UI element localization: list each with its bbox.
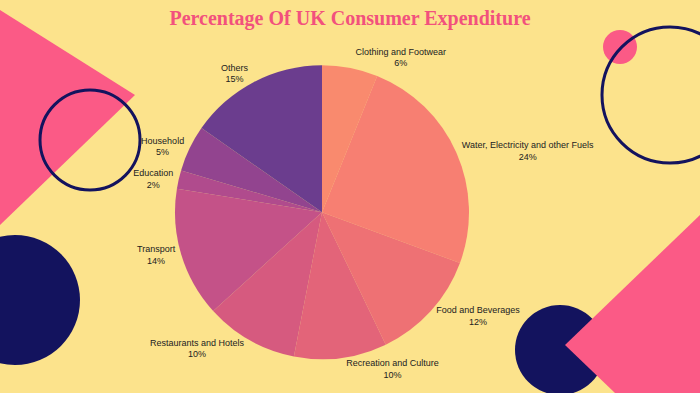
svg-text:Clothing and Footwear6%: Clothing and Footwear6% bbox=[356, 47, 447, 69]
svg-text:Education2%: Education2% bbox=[133, 168, 173, 190]
svg-text:Restaurants and Hotels10%: Restaurants and Hotels10% bbox=[150, 338, 245, 360]
svg-text:Transport14%: Transport14% bbox=[137, 244, 176, 266]
svg-text:Percentage Of UK Consumer Expe: Percentage Of UK Consumer Expenditure bbox=[169, 7, 530, 30]
svg-text:Water, Electricity and other F: Water, Electricity and other Fuels24% bbox=[462, 140, 594, 162]
svg-text:Others15%: Others15% bbox=[221, 63, 249, 85]
svg-text:Household5%: Household5% bbox=[141, 136, 184, 158]
svg-text:Recreation and Culture10%: Recreation and Culture10% bbox=[346, 358, 439, 380]
svg-text:Food and Beverages12%: Food and Beverages12% bbox=[436, 305, 520, 327]
